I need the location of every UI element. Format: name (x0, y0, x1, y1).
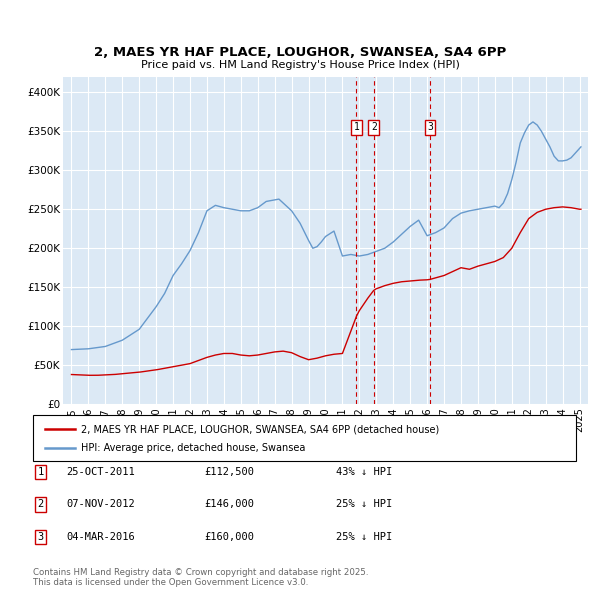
Text: 2: 2 (38, 500, 44, 509)
Text: £146,000: £146,000 (204, 500, 254, 509)
Text: 25% ↓ HPI: 25% ↓ HPI (336, 500, 392, 509)
Text: 25-OCT-2011: 25-OCT-2011 (66, 467, 135, 477)
Text: 3: 3 (427, 123, 433, 132)
Text: Price paid vs. HM Land Registry's House Price Index (HPI): Price paid vs. HM Land Registry's House … (140, 60, 460, 70)
Text: 3: 3 (38, 532, 44, 542)
Text: 1: 1 (38, 467, 44, 477)
Text: 1: 1 (353, 123, 359, 132)
Text: 2, MAES YR HAF PLACE, LOUGHOR, SWANSEA, SA4 6PP (detached house): 2, MAES YR HAF PLACE, LOUGHOR, SWANSEA, … (81, 424, 439, 434)
Text: 04-MAR-2016: 04-MAR-2016 (66, 532, 135, 542)
Text: HPI: Average price, detached house, Swansea: HPI: Average price, detached house, Swan… (81, 444, 305, 454)
Text: 2, MAES YR HAF PLACE, LOUGHOR, SWANSEA, SA4 6PP: 2, MAES YR HAF PLACE, LOUGHOR, SWANSEA, … (94, 46, 506, 59)
Text: 25% ↓ HPI: 25% ↓ HPI (336, 532, 392, 542)
Text: 2: 2 (371, 123, 377, 132)
Text: 43% ↓ HPI: 43% ↓ HPI (336, 467, 392, 477)
Text: £112,500: £112,500 (204, 467, 254, 477)
Text: 07-NOV-2012: 07-NOV-2012 (66, 500, 135, 509)
Text: Contains HM Land Registry data © Crown copyright and database right 2025.
This d: Contains HM Land Registry data © Crown c… (33, 568, 368, 587)
Text: £160,000: £160,000 (204, 532, 254, 542)
